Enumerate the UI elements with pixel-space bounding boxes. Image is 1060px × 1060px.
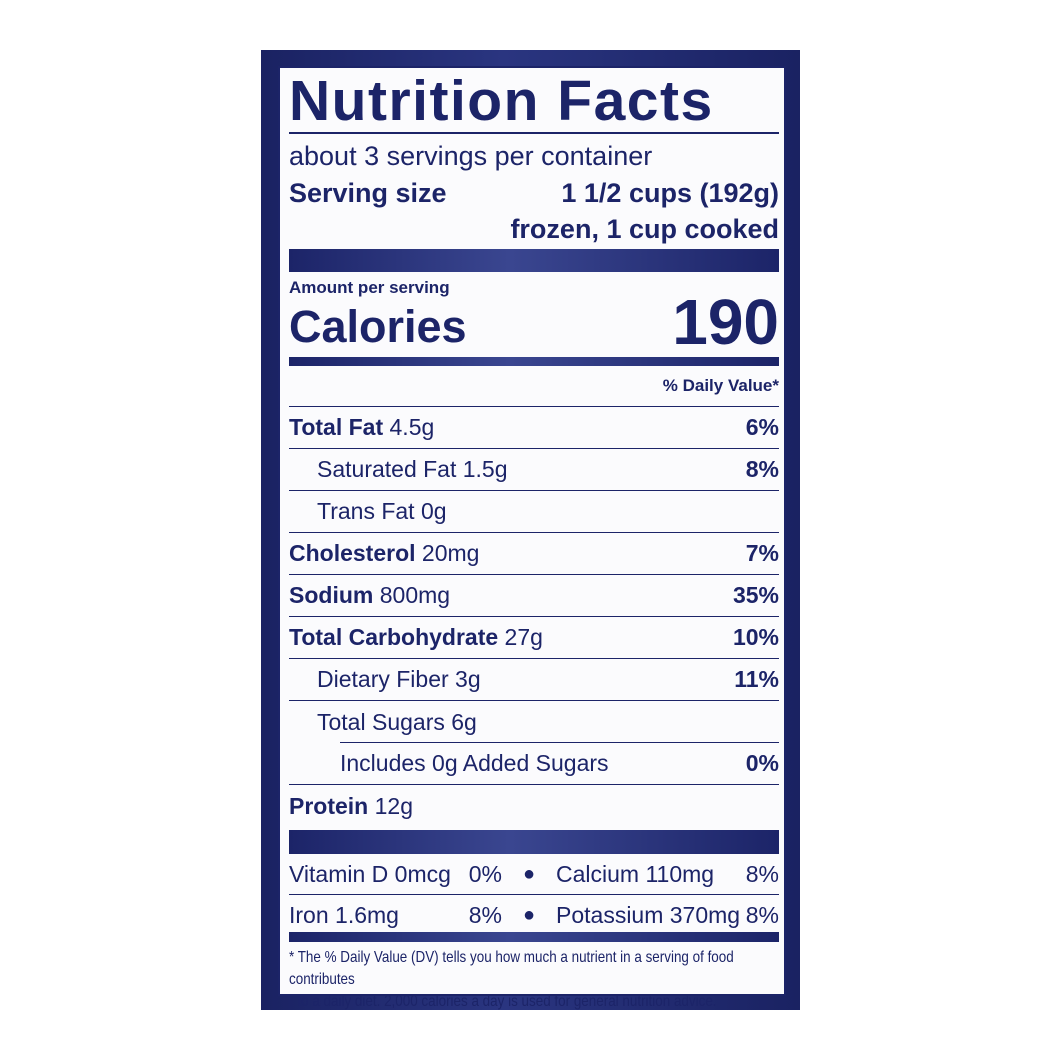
nutrient-name: Includes 0g Added Sugars bbox=[340, 750, 609, 776]
nutrient-dv: 35% bbox=[732, 582, 779, 608]
vitamin-name: Calcium 110mg bbox=[556, 861, 715, 887]
nutrient-name: Total Sugars bbox=[317, 708, 445, 735]
nutrient-name: Trans Fat bbox=[317, 498, 415, 524]
bullet-icon: ● bbox=[522, 903, 536, 926]
label-title: Nutrition Facts bbox=[289, 69, 714, 133]
nutrient-amount: 800mg bbox=[379, 582, 451, 608]
nutrient-name: Total Fat bbox=[289, 414, 384, 440]
divider bbox=[289, 132, 779, 134]
vitamin-dv: 0% bbox=[468, 861, 502, 887]
vitamin-row: Vitamin D 0mcg 0% ● Calcium 110mg 8% bbox=[289, 855, 779, 895]
medium-bar bbox=[289, 357, 779, 366]
nutrient-row: Protein 12g bbox=[289, 785, 779, 827]
vitamin-name: Vitamin D 0mcg bbox=[289, 861, 451, 887]
nutrient-row: Dietary Fiber 3g 11% bbox=[289, 659, 779, 701]
nutrient-row: Includes 0g Added Sugars 0% bbox=[289, 743, 779, 785]
serving-size-value: 1 1/2 cups (192g) bbox=[561, 178, 779, 208]
vitamin-dv: 8% bbox=[745, 861, 779, 887]
vitamin-dv: 8% bbox=[468, 901, 502, 928]
nutrient-dv: 0% bbox=[745, 750, 779, 776]
daily-value-header-text: % Daily Value* bbox=[662, 376, 779, 395]
vitamin-list: Vitamin D 0mcg 0% ● Calcium 110mg 8% Iron … bbox=[289, 855, 779, 935]
nutrient-row: Cholesterol 20mg 7% bbox=[289, 533, 779, 575]
nutrient-amount: 3g bbox=[455, 666, 481, 692]
nutrient-name: Sodium bbox=[289, 582, 374, 608]
vitamin-row: Iron 1.6mg 8% ● Potassium 370mg 8% bbox=[289, 895, 779, 935]
vitamin-dv: 8% bbox=[745, 901, 779, 928]
nutrient-amount: 20mg bbox=[421, 540, 480, 566]
footnote-line: * The % Daily Value (DV) tells you how m… bbox=[289, 949, 734, 988]
nutrient-list: Total Fat 4.5g 6% Saturated Fat 1.5g 8% Tr… bbox=[289, 407, 779, 827]
nutrient-name: Saturated Fat bbox=[317, 456, 457, 482]
nutrient-row: Trans Fat 0g bbox=[289, 491, 779, 533]
daily-value-header: % Daily Value* bbox=[289, 366, 779, 407]
nutrient-amount: 0g bbox=[420, 498, 447, 524]
nutrient-row: Saturated Fat 1.5g 8% bbox=[289, 449, 779, 491]
footnote-line: to a daily diet. 2,000 calories a day is… bbox=[297, 993, 717, 1010]
divider bbox=[340, 741, 779, 743]
nutrient-name: Cholesterol bbox=[289, 540, 416, 566]
nutrient-name: Total Carbohydrate bbox=[289, 624, 499, 650]
thick-bar bbox=[289, 249, 779, 272]
nutrient-amount: 12g bbox=[374, 792, 413, 819]
nutrient-dv: 8% bbox=[745, 456, 779, 482]
serving-size-label: Serving size bbox=[289, 178, 447, 208]
thick-bar bbox=[289, 830, 779, 854]
footnote: * The % Daily Value (DV) tells you how m… bbox=[289, 947, 779, 1013]
calories-label: Calories bbox=[289, 301, 467, 352]
calories-value: 190 bbox=[672, 286, 779, 358]
nutrient-row: Sodium 800mg 35% bbox=[289, 575, 779, 617]
serving-size-row: Serving size 1 1/2 cups (192g) bbox=[289, 176, 779, 210]
servings-per-container: about 3 servings per container bbox=[289, 141, 653, 171]
nutrient-amount: 6g bbox=[451, 708, 477, 735]
nutrient-row: Total Fat 4.5g 6% bbox=[289, 407, 779, 449]
nutrient-amount: 27g bbox=[504, 624, 543, 650]
amount-per-serving: Amount per serving bbox=[289, 278, 450, 297]
nutrient-dv: 6% bbox=[745, 414, 779, 440]
medium-bar bbox=[289, 932, 779, 942]
nutrient-dv: 11% bbox=[734, 666, 779, 692]
serving-size-note: frozen, 1 cup cooked bbox=[510, 214, 779, 244]
nutrient-row: Total Carbohydrate 27g 10% bbox=[289, 617, 779, 659]
vitamin-name: Iron 1.6mg bbox=[289, 901, 399, 928]
nutrient-name: Protein bbox=[289, 792, 369, 819]
nutrient-dv: 10% bbox=[732, 624, 779, 650]
bullet-icon: ● bbox=[522, 863, 536, 885]
calories-row: Calories 190 bbox=[289, 290, 779, 354]
nutrient-amount: 4.5g bbox=[389, 414, 435, 440]
nutrient-dv: 7% bbox=[745, 540, 779, 566]
nutrient-amount: 1.5g bbox=[462, 456, 508, 482]
nutrient-row: Total Sugars 6g bbox=[289, 701, 779, 743]
vitamin-name: Potassium 370mg bbox=[556, 901, 741, 928]
nutrient-name: Dietary Fiber bbox=[317, 666, 449, 692]
